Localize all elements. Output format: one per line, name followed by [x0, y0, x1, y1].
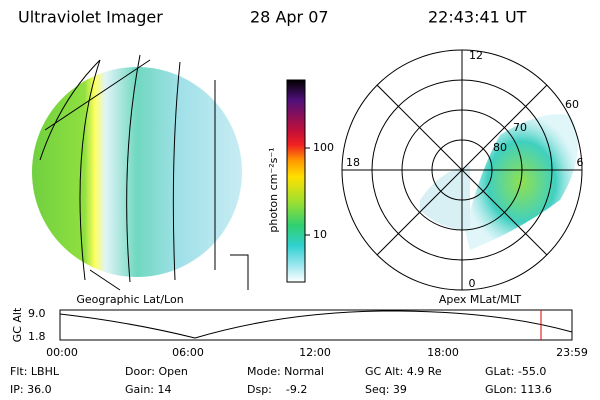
mlt-label: 18: [346, 156, 360, 169]
status-field: GC Alt: 4.9 Re: [365, 365, 442, 378]
status-field: IP: 36.0: [10, 383, 52, 396]
status-field: GLon: 113.6: [485, 383, 552, 396]
colorbar: [286, 79, 306, 283]
x-tick-label: 18:00: [427, 346, 459, 359]
polar-plot: 12 18 6 0 60 70 80: [341, 49, 584, 291]
colorbar-tick-label: 10: [313, 228, 327, 241]
status-field: Mode: Normal: [247, 365, 324, 378]
mlt-label: 12: [469, 49, 483, 62]
title: Ultraviolet Imager: [18, 8, 163, 27]
x-tick-label: 12:00: [299, 346, 331, 359]
status-field: Gain: 14: [125, 383, 172, 396]
status-field: Door: Open: [125, 365, 188, 378]
colorbar-tick-label: 100: [313, 141, 334, 154]
lat-label: 80: [493, 141, 507, 154]
altitude-label: GC Alt: [11, 307, 24, 342]
time: 22:43:41 UT: [428, 8, 527, 27]
x-tick-label: 00:00: [46, 346, 78, 359]
panel-label: Geographic Lat/Lon: [76, 293, 183, 306]
colorbar-label: photon cm⁻²s⁻¹: [267, 147, 280, 232]
status-field: Dsp: -9.2: [247, 383, 307, 396]
lat-label: 60: [565, 98, 579, 111]
x-tick-label: 06:00: [172, 346, 204, 359]
lat-label: 70: [513, 121, 527, 134]
mlt-label: 6: [577, 156, 584, 169]
status-field: Flt: LBHL: [10, 365, 60, 378]
status-field: Seq: 39: [365, 383, 407, 396]
y-tick-label: 1.8: [28, 330, 46, 343]
x-tick-label: 23:59: [556, 346, 588, 359]
status-field: GLat: -55.0: [485, 365, 546, 378]
panel-label: Apex MLat/MLT: [439, 293, 522, 306]
y-tick-label: 9.0: [28, 307, 46, 320]
date: 28 Apr 07: [250, 8, 329, 27]
altitude-plot: GC Alt 9.0 1.8 00:00 06:00 12:00 18:00 2…: [11, 307, 588, 359]
footer: Flt: LBHL IP: 36.0 Door: Open Gain: 14 Mode:…: [10, 365, 552, 396]
mlt-label: 0: [469, 277, 476, 290]
geographic-image: [32, 54, 249, 291]
